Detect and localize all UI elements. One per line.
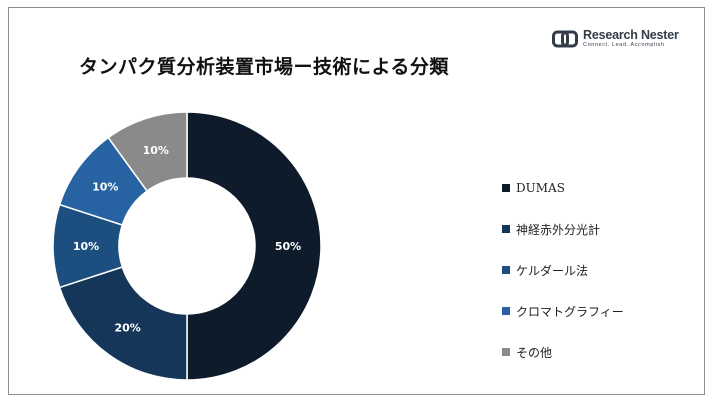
data-label-1: 50% — [275, 240, 301, 253]
legend-label-3: ケルダール法 — [516, 262, 588, 279]
legend-swatch-1 — [502, 184, 510, 192]
legend-item-4: クロマトグラフィー — [502, 301, 624, 321]
legend-swatch-3 — [502, 266, 510, 274]
legend-swatch-2 — [502, 225, 510, 233]
legend-swatch-5 — [502, 348, 510, 356]
data-label-2: 20% — [114, 322, 140, 335]
legend-item-5: その他 — [502, 342, 552, 362]
legend-item-3: ケルダール法 — [502, 260, 588, 280]
legend-label-1: DUMAS — [516, 181, 565, 195]
data-label-3: 10% — [73, 240, 99, 253]
data-label-5: 10% — [143, 144, 169, 157]
legend-label-2: 神経赤外分光計 — [516, 221, 600, 238]
legend-label-4: クロマトグラフィー — [516, 303, 624, 320]
legend-swatch-4 — [502, 307, 510, 315]
legend-item-2: 神経赤外分光計 — [502, 219, 600, 239]
legend-item-1: DUMAS — [502, 178, 565, 198]
data-label-4: 10% — [92, 181, 118, 194]
legend-label-5: その他 — [516, 344, 552, 361]
